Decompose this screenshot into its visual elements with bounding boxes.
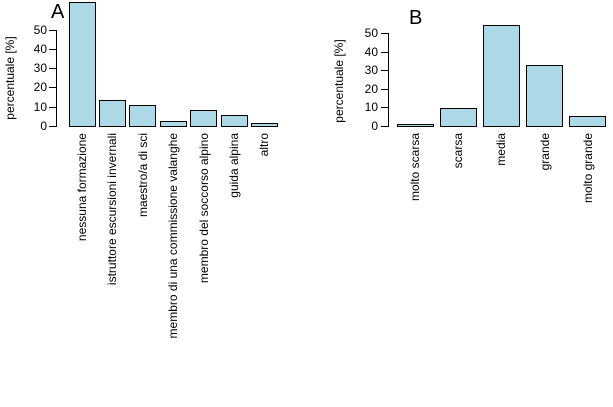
- y-tick-a: [49, 29, 56, 31]
- bar-istruttore-escursioni-invernali: [98, 99, 126, 127]
- y-tick-a: [49, 106, 56, 108]
- y-tick-a: [49, 68, 56, 70]
- x-category-label-molto-scarsa: molto scarsa: [408, 133, 422, 202]
- y-tick-b: [381, 126, 388, 127]
- y-tick-b: [381, 107, 388, 109]
- bar-grande: [526, 64, 564, 127]
- x-category-label-media: media: [494, 133, 509, 166]
- y-tick-label-a-10: 10: [33, 99, 47, 114]
- x-category-label-scarsa: scarsa: [451, 133, 466, 169]
- bar-maestro-a-di-sci: [129, 104, 157, 127]
- y-tick-b: [381, 51, 388, 53]
- panel-letter-b: B: [409, 7, 423, 29]
- y-tick-b: [381, 33, 388, 34]
- bar-guida-alpina: [220, 115, 248, 127]
- bar-media: [482, 24, 520, 127]
- bar-membro-del-soccorso-alpino: [190, 109, 218, 127]
- panel-letter-a: A: [51, 1, 65, 23]
- y-tick-label-b-50: 50: [364, 26, 378, 40]
- y-tick-label-b-40: 40: [364, 44, 378, 59]
- y-tick-label-a-20: 20: [33, 80, 47, 95]
- bar-nessuna-formazione: [68, 2, 96, 127]
- y-tick-a: [49, 126, 56, 127]
- bar-molto-scarsa: [396, 124, 434, 127]
- y-tick-label-a-30: 30: [33, 61, 47, 76]
- y-axis-line-b: [388, 33, 389, 127]
- y-tick-label-a-50: 50: [33, 22, 47, 37]
- y-axis-line-a: [56, 29, 57, 127]
- y-tick-label-b-10: 10: [364, 100, 378, 115]
- y-tick-label-b-30: 30: [364, 63, 378, 78]
- bar-molto-grande: [569, 115, 607, 127]
- y-axis-title-b: percentuale [%]: [332, 39, 346, 123]
- y-tick-b: [381, 70, 388, 72]
- x-category-label-grande: grande: [537, 133, 552, 171]
- x-category-label-molto-grande: molto grande: [580, 133, 595, 204]
- bar-altro: [250, 123, 278, 127]
- y-tick-a: [49, 48, 56, 50]
- y-tick-label-b-0: 0: [371, 119, 378, 133]
- bar-membro-di-una-commissione-valanghe: [159, 121, 187, 127]
- y-tick-a: [49, 87, 56, 89]
- y-tick-label-a-40: 40: [33, 41, 47, 56]
- y-tick-b: [381, 88, 388, 90]
- y-tick-label-b-20: 20: [364, 81, 378, 96]
- bar-scarsa: [439, 108, 477, 127]
- y-tick-label-a-0: 0: [40, 119, 47, 133]
